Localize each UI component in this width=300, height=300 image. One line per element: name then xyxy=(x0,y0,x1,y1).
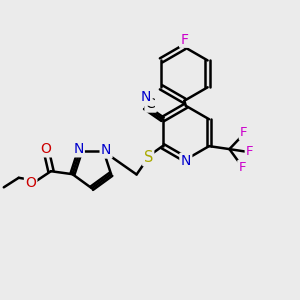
Text: C: C xyxy=(146,97,155,111)
Text: F: F xyxy=(240,126,247,139)
Text: N: N xyxy=(73,142,83,156)
Text: N: N xyxy=(101,143,111,157)
Text: O: O xyxy=(25,176,36,190)
Text: N: N xyxy=(141,90,151,104)
Text: F: F xyxy=(238,161,246,174)
Text: O: O xyxy=(40,142,51,156)
Text: N: N xyxy=(181,154,191,168)
Text: F: F xyxy=(246,145,253,158)
Text: S: S xyxy=(143,150,153,165)
Text: F: F xyxy=(180,32,188,46)
